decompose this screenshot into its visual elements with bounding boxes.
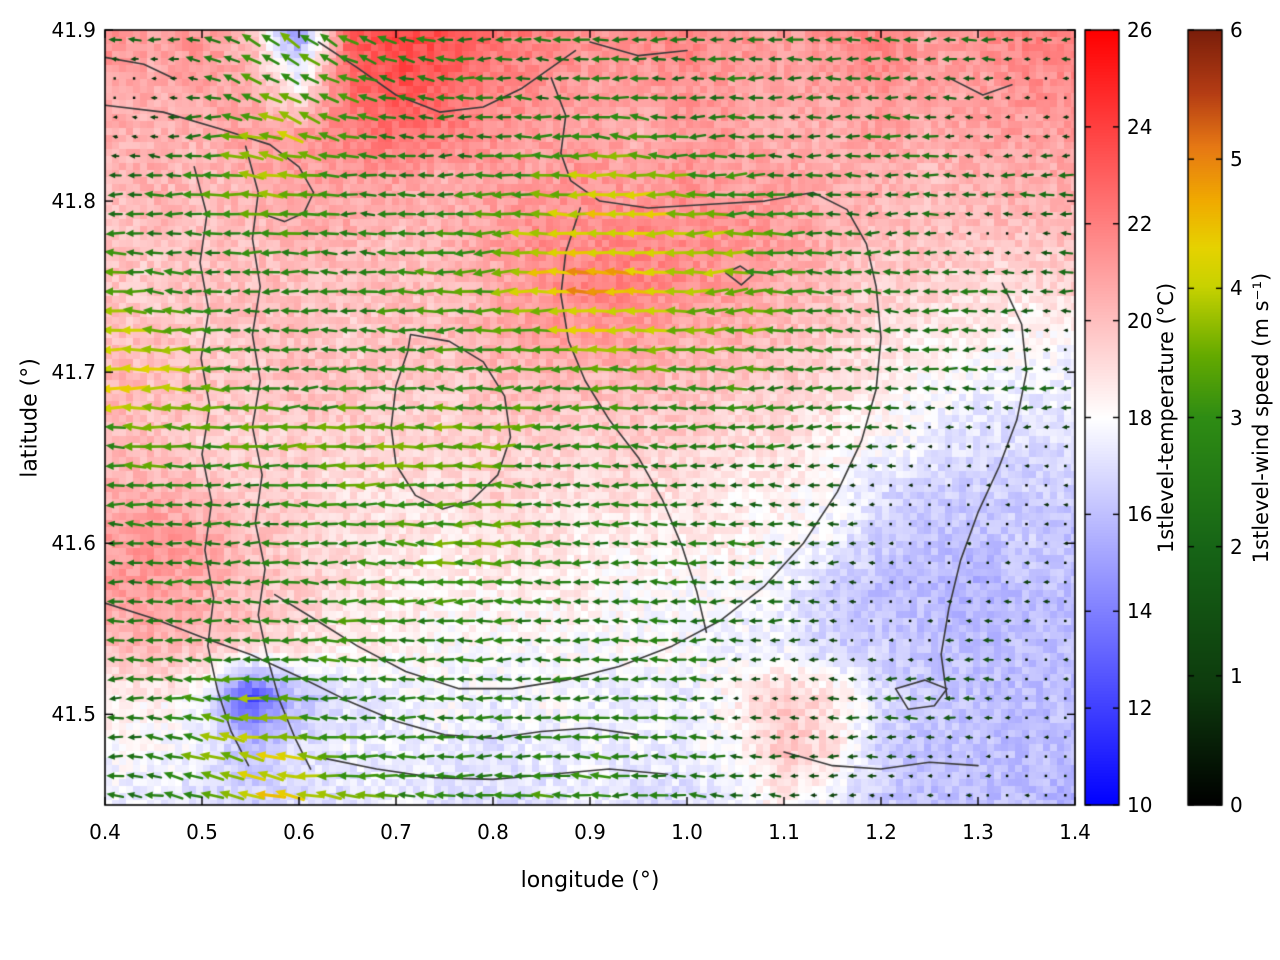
temperature-tick-label: 22: [1127, 211, 1153, 236]
wind-speed-tick-label: 4: [1230, 276, 1243, 301]
temperature-tick-label: 18: [1127, 405, 1153, 430]
temperature-tick-label: 14: [1127, 599, 1153, 624]
wind-speed-tick-label: 2: [1230, 534, 1243, 559]
wind-speed-tick-label: 0: [1230, 793, 1243, 817]
x-axis-title: longitude (°): [520, 868, 660, 893]
temperature-tick-label: 20: [1127, 308, 1153, 333]
y-tick-label: 41.7: [51, 360, 96, 385]
x-tick-label: 0.9: [574, 820, 606, 844]
temperature-tick-label: 16: [1127, 502, 1153, 527]
y-tick-label: 41.8: [51, 189, 96, 214]
wind-speed-tick-label: 6: [1230, 18, 1243, 42]
x-tick-label: 1.1: [768, 820, 800, 844]
wind-speed-tick-label: 1: [1230, 663, 1243, 688]
x-tick-label: 1.4: [1059, 820, 1091, 844]
temperature-colorbar-title: 1stlevel-temperature (°C): [1154, 282, 1178, 554]
y-tick-label: 41.9: [51, 18, 96, 42]
x-tick-label: 0.8: [477, 820, 509, 844]
x-tick-label: 0.4: [89, 820, 121, 844]
x-tick-label: 1.2: [865, 820, 897, 844]
temperature-tick-label: 26: [1127, 18, 1153, 42]
x-tick-label: 0.7: [380, 820, 412, 844]
x-tick-label: 0.5: [186, 820, 218, 844]
wind-colorbar-title: 1stlevel-wind speed (m s⁻¹): [1249, 272, 1273, 564]
temperature-tick-label: 24: [1127, 114, 1153, 139]
y-tick-label: 41.5: [51, 702, 96, 727]
wind-speed-tick-label: 3: [1230, 405, 1243, 430]
temperature-tick-label: 12: [1127, 696, 1153, 721]
x-tick-label: 1.0: [671, 820, 703, 844]
x-tick-label: 1.3: [962, 820, 994, 844]
temperature-tick-label: 10: [1127, 793, 1153, 817]
y-tick-label: 41.6: [51, 531, 96, 556]
wind-speed-tick-label: 5: [1230, 147, 1243, 172]
x-tick-label: 0.6: [283, 820, 315, 844]
y-axis-title: latitude (°): [17, 358, 43, 478]
